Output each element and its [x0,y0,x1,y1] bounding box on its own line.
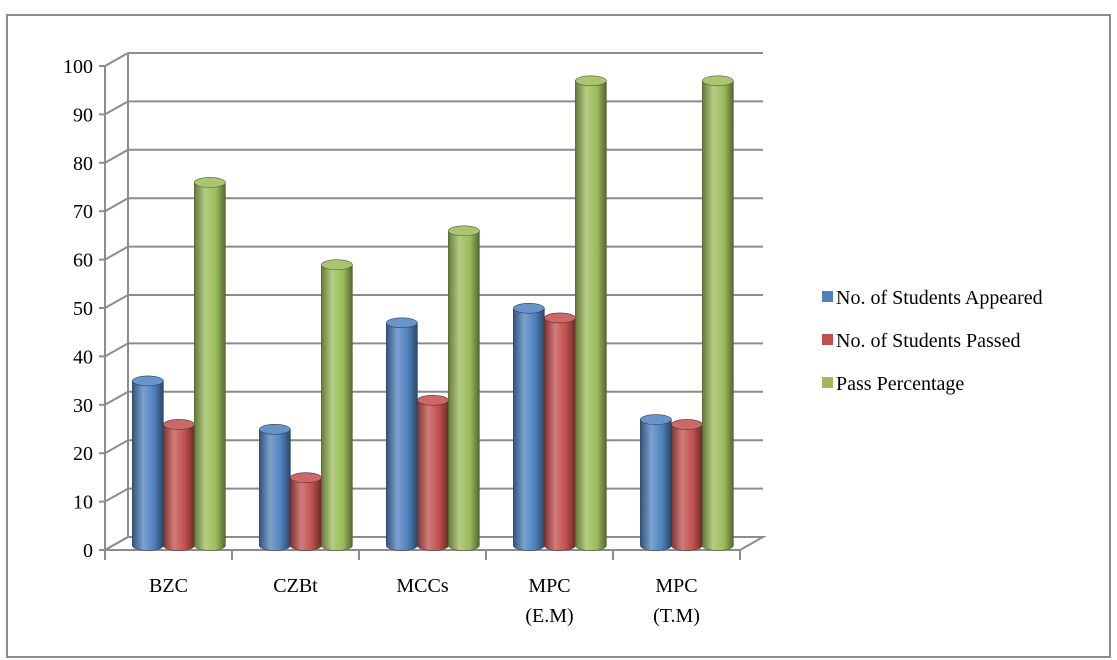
bar-body [671,424,703,551]
bar [448,225,480,551]
y-tick-label: 30 [73,395,93,417]
bar-body [575,80,607,551]
legend-label: No. of Students Passed [836,330,1020,352]
gridline-side [104,390,129,406]
bar [132,375,164,551]
x-tick-label: MPC [655,575,697,597]
bar [163,419,195,551]
y-tick-label: 10 [73,492,93,514]
bar-top [702,75,734,87]
y-tick-label: 50 [73,298,93,320]
bar-top [132,375,164,387]
bars [132,75,734,551]
gridline-side [104,487,129,503]
bar-top [575,75,607,87]
x-tick-label: CZBt [273,575,318,597]
bar-body [513,307,545,551]
x-tick-label: (T.M) [653,605,700,627]
legend-swatch [822,377,833,388]
bar [321,259,353,551]
bar-top [544,312,576,324]
bar-top [321,259,353,271]
gridline-side [104,100,129,116]
bar [259,423,291,551]
legend-swatch [822,291,833,302]
bar [544,312,576,551]
bar [671,419,703,551]
bar-body [259,428,291,551]
gridline-side [104,342,129,358]
gridline-side [104,245,129,261]
legend-label: Pass Percentage [836,373,964,395]
y-tick-label: 40 [73,346,93,368]
x-tick-label: (E.M) [525,605,573,627]
bar-body [132,380,164,551]
gridline-side [104,52,129,67]
bar [640,414,672,551]
y-tick-label: 70 [73,201,93,223]
bar [417,394,449,551]
bar-top [640,414,672,425]
bar-top [163,419,195,430]
bar [386,317,418,551]
bar-top [671,419,703,430]
bar [702,75,734,551]
y-tick-label: 100 [63,56,93,78]
bar-top [290,472,322,483]
bar-body [417,399,449,551]
gridline-side [104,439,129,455]
bar-body [386,322,418,551]
y-tick-label: 20 [73,443,93,465]
bar [290,472,322,551]
bar [575,75,607,551]
bar-body [448,230,480,551]
legend-swatch [822,334,833,345]
gridline-side [104,148,129,164]
legend-label: No. of Students Appeared [836,287,1043,309]
x-tick-label: MCCs [396,575,448,597]
bar [513,302,545,551]
bar-body [163,424,195,551]
bar-body [544,317,576,551]
bar-top [386,317,418,329]
y-tick-label: 80 [73,153,93,175]
y-tick-label: 60 [73,250,93,272]
bar-top [513,302,545,314]
x-tick-label: MPC [528,575,570,597]
bar-body [321,264,353,551]
legend: No. of Students Appeared No. of Students … [822,287,1043,395]
gridline-side [104,294,129,309]
tick-labels: 0 10 20 30 40 50 60 70 80 90 100 BZC CZBt MCCs MPC (E.M… [63,56,700,627]
gridline-side [104,197,129,213]
bar-body [194,182,226,551]
bar-body [290,477,322,551]
bar-top [259,423,291,435]
bar-body [702,80,734,551]
x-tick-label: BZC [149,575,188,597]
bar-top [194,177,226,188]
bar-top [448,225,480,237]
y-tick-label: 0 [83,540,93,562]
bar-top [417,394,449,406]
bar-body [640,419,672,551]
y-tick-label: 90 [73,104,93,126]
bar [194,177,226,551]
